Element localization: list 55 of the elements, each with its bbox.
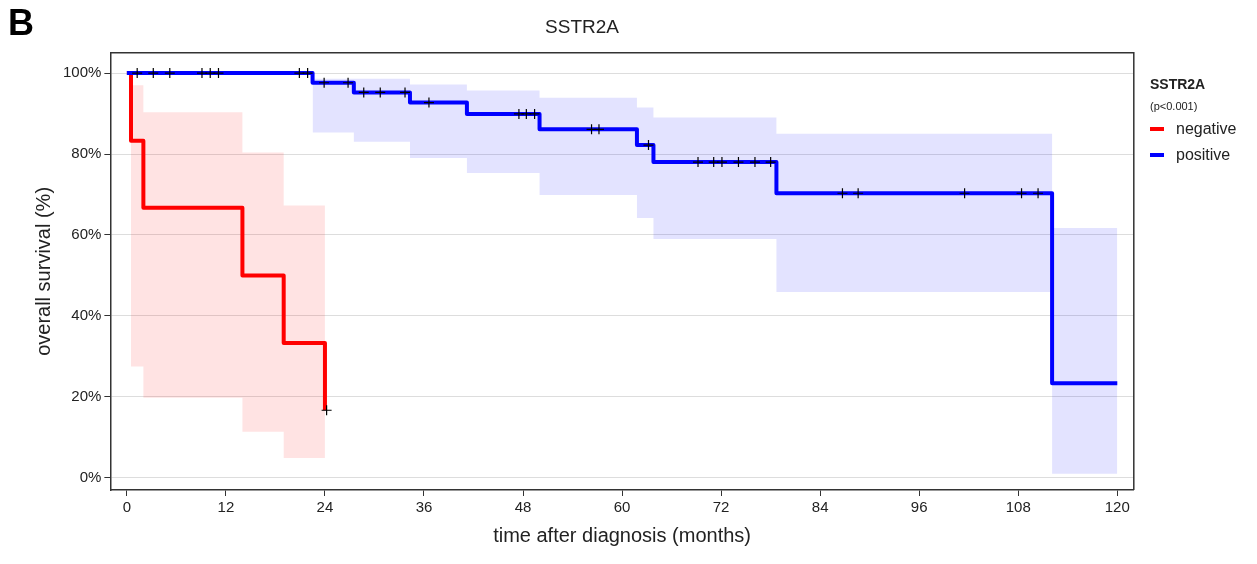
point [399,86,411,99]
point [593,123,605,135]
y-tick-label: 100% [62,63,102,81]
point [318,77,330,89]
point [302,67,314,79]
point [131,67,143,79]
y-tick-label: 80% [71,144,102,162]
point [342,77,354,89]
point [293,67,305,79]
point [196,67,208,79]
y-tick-label: 40% [71,306,102,324]
y-tick-label: 0% [79,468,102,485]
x-tick-label: 60 [613,498,631,516]
x-tick-label: 108 [1005,498,1031,516]
x-tick-label: 72 [712,498,730,516]
y-axis-title: overall survival (%) [31,186,54,356]
point [836,187,849,199]
x-tick-label: 36 [415,498,433,516]
point [852,187,864,199]
x-tick-label: 84 [811,498,829,516]
legend-label: positive [1176,146,1231,164]
legend-label: negative [1176,120,1237,138]
point [358,86,370,99]
point [692,156,704,168]
y-tick-label: 20% [71,387,102,405]
point [204,67,216,79]
point [147,67,159,79]
point [708,156,720,168]
point [520,108,532,120]
point [1032,187,1044,199]
text: B [8,2,34,44]
x-axis-title: time after diagnosis (months) [493,523,752,546]
point [959,187,971,199]
point [749,156,761,168]
point [642,139,655,151]
x-tick-label: 96 [910,498,928,516]
point [716,156,728,168]
legend-title: SSTR2A [1150,76,1207,92]
point [423,96,435,109]
x-tick-label: 24 [316,498,334,516]
x-tick-label: 48 [514,498,532,516]
point [765,156,777,168]
chart-title: SSTR2A [545,15,620,37]
point [321,404,333,416]
point [1015,187,1028,199]
point [529,108,541,120]
point [212,67,225,79]
x-tick-label: 12 [217,498,235,516]
y-tick-label: 60% [71,225,102,243]
point [374,86,386,99]
x-tick-label: 120 [1104,498,1130,516]
point [732,156,745,168]
x-tick-label: 0 [122,498,132,516]
point [164,67,176,79]
text: (p<0.001) [1150,100,1199,112]
